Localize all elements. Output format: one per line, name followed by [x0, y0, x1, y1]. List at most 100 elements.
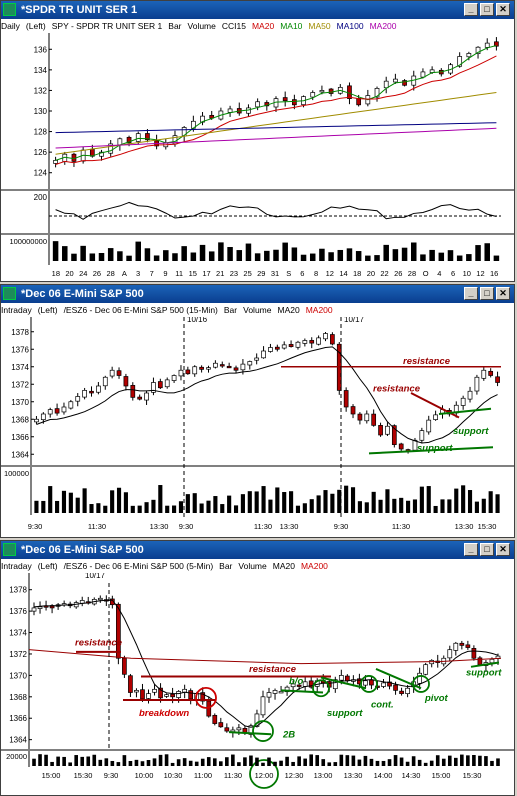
cci-line	[55, 201, 497, 220]
volume-bar	[103, 505, 108, 513]
volume-bar	[321, 759, 326, 766]
candle-body	[272, 690, 278, 694]
volume-bar	[41, 500, 46, 513]
maximize-button[interactable]: □	[480, 287, 494, 300]
volume-bar	[478, 755, 482, 766]
candle-body	[467, 390, 473, 400]
x-tick-label: 16	[490, 269, 498, 278]
candle-body	[158, 687, 163, 699]
x-tick-label: 28	[408, 269, 416, 278]
volume-bar	[345, 755, 350, 766]
maximize-button[interactable]: □	[480, 3, 494, 16]
volume-bar	[303, 758, 307, 766]
x-tick-label: O	[423, 269, 429, 278]
es-15min-chart[interactable]: 1378 1376 1374 1372 1370 1368 1366 1364 10/16 10/…	[1, 317, 515, 538]
x-tick-label: 4	[437, 269, 441, 278]
volume-bar	[461, 485, 466, 513]
minimize-button[interactable]: _	[464, 3, 478, 16]
volume-bar	[240, 494, 245, 513]
volume-bar	[48, 486, 53, 513]
x-tick-label: 11	[175, 269, 183, 278]
candle-body	[137, 396, 143, 400]
x-tick-label: 18	[52, 269, 60, 278]
volume-bar	[75, 497, 80, 513]
y-tick-label: 1374	[9, 629, 27, 638]
candle-body	[420, 71, 426, 78]
volume-bar	[236, 250, 243, 261]
volume-bar	[144, 248, 151, 261]
chart-annotation: breakdown	[139, 708, 189, 719]
volume-bar	[80, 756, 85, 766]
volume-bar	[417, 759, 422, 766]
es-5min-chart[interactable]: 1378 1376 1374 1372 1370 1368 1366 1364 10/17 res…	[1, 573, 515, 796]
info-item: (Left)	[25, 21, 46, 31]
volume-bar	[495, 494, 500, 513]
volume-bar	[233, 505, 239, 513]
volume-bar	[285, 756, 289, 766]
x-tick-label: 17	[202, 269, 210, 278]
candle-body	[344, 675, 350, 682]
candle-body	[254, 713, 260, 727]
candle-body	[281, 344, 287, 349]
volume-bar	[247, 491, 252, 513]
volume-bar	[126, 255, 132, 261]
minimize-button[interactable]: _	[464, 287, 478, 300]
volume-bar	[355, 251, 362, 261]
volume-bar	[346, 248, 353, 261]
candle-body	[192, 366, 198, 375]
window-titlebar[interactable]: *Dec 06 E-Mini S&P 500 _ □ ✕	[1, 285, 514, 303]
candle-body	[459, 642, 465, 646]
volume-bar	[435, 755, 440, 766]
close-button[interactable]: ✕	[496, 287, 510, 300]
volume-bar	[218, 242, 224, 261]
info-item: Volume	[243, 305, 272, 315]
volume-bar	[350, 487, 356, 513]
volume-bar	[282, 242, 288, 261]
candle-body	[302, 340, 308, 344]
volume-bar	[52, 241, 59, 261]
candle-body	[356, 98, 362, 106]
volume-bar	[165, 505, 170, 513]
window-titlebar[interactable]: *SPDR TR UNIT SER 1 _ □ ✕	[1, 1, 514, 19]
candle-body	[419, 430, 425, 441]
window-titlebar[interactable]: *Dec 06 E-Mini S&P 500 _ □ ✕	[1, 541, 514, 559]
candle-body	[260, 696, 266, 716]
volume-bar	[181, 246, 187, 261]
candle-body	[474, 376, 480, 392]
candle-body	[481, 369, 487, 379]
volume-bar	[327, 762, 332, 766]
x-tick-label: 9	[163, 269, 167, 278]
minimize-button[interactable]: _	[464, 543, 478, 556]
es-15min-window: *Dec 06 E-Mini S&P 500 _ □ ✕ Intraday (Le…	[0, 284, 515, 538]
volume-bar	[194, 761, 199, 766]
y-tick-label: 130	[34, 107, 48, 116]
close-button[interactable]: ✕	[496, 3, 510, 16]
volume-bar	[339, 754, 344, 766]
x-tick-label: 9:30	[334, 522, 349, 531]
volume-bar	[199, 244, 206, 261]
x-tick-label: 23	[230, 269, 238, 278]
x-tick-label: 13:30	[455, 522, 474, 531]
x-tick-label: 15:00	[42, 771, 61, 780]
chart-annotation: cont.	[371, 700, 394, 711]
candle-body	[164, 694, 169, 697]
candle-body	[75, 396, 81, 402]
volume-bar	[117, 251, 123, 261]
candle-body	[278, 691, 284, 694]
x-tick-label: 11:30	[254, 522, 272, 531]
x-tick-label: 11:30	[88, 522, 106, 531]
maximize-button[interactable]: □	[480, 543, 494, 556]
volume-bar	[237, 762, 241, 766]
volume-bar	[199, 503, 204, 513]
volume-bar	[344, 485, 349, 513]
x-tick-label: 6	[300, 269, 304, 278]
volume-bar	[206, 757, 211, 766]
info-item: MA20	[272, 561, 295, 571]
close-button[interactable]: ✕	[496, 543, 510, 556]
y-tick-label: 134	[34, 66, 48, 75]
x-tick-label: 31	[271, 269, 279, 278]
ma200-line	[28, 649, 502, 665]
volume-bar	[411, 242, 417, 261]
volume-bar	[300, 254, 307, 261]
